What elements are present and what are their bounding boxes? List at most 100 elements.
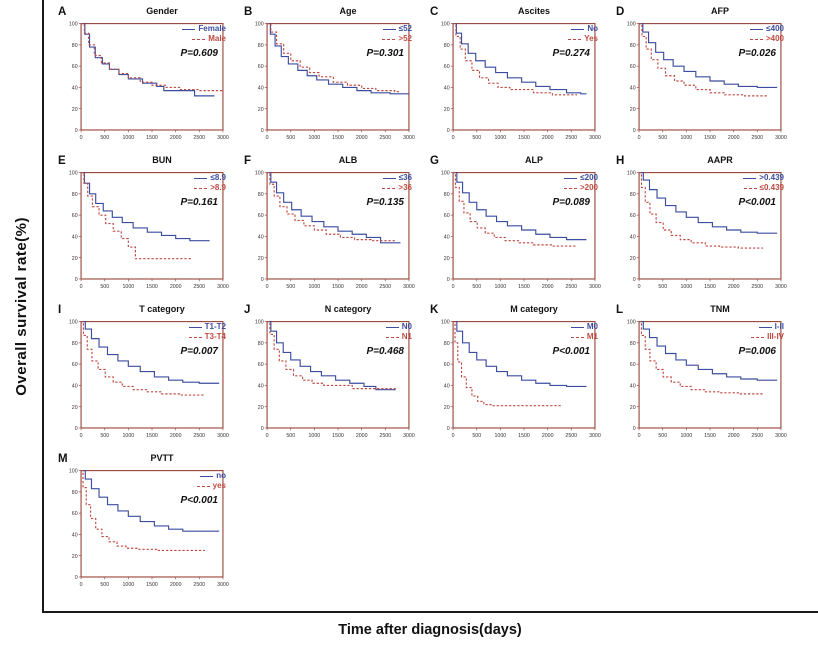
y-tick-label: 60 xyxy=(258,64,264,70)
legend-label: ≤200 xyxy=(580,173,598,182)
km-curve xyxy=(81,321,220,384)
y-tick-label: 20 xyxy=(630,256,636,262)
legend-line-sample xyxy=(385,337,399,339)
x-tick-label: 1000 xyxy=(680,135,692,141)
y-tick-label: 20 xyxy=(258,256,264,262)
x-tick-label: 3000 xyxy=(775,284,787,290)
y-tick-label: 100 xyxy=(627,22,636,28)
x-tick-label: 2500 xyxy=(193,135,205,141)
x-tick-label: 2500 xyxy=(379,433,391,439)
km-plot: 0 500 1000 1500 2000 2500 3000 0 20 40 60 80 100 xyxy=(255,22,415,141)
x-tick-label: 2500 xyxy=(565,284,577,290)
y-tick-label: 100 xyxy=(255,320,264,326)
legend-row: no xyxy=(200,471,226,481)
y-tick-label: 20 xyxy=(630,405,636,411)
km-curve xyxy=(453,321,563,407)
x-tick-label: 0 xyxy=(638,284,641,290)
legend: ≤8.9 >8.9 P=0.161 xyxy=(180,173,226,209)
x-tick-label: 2000 xyxy=(170,582,182,588)
legend-line-sample xyxy=(571,28,585,30)
x-tick-label: 0 xyxy=(80,582,83,588)
y-tick-label: 20 xyxy=(72,107,78,113)
x-tick-label: 500 xyxy=(472,135,481,141)
km-curve xyxy=(639,172,778,234)
y-tick-label: 0 xyxy=(633,277,636,283)
x-tick-label: 2500 xyxy=(751,135,763,141)
legend-line-sample xyxy=(382,177,396,179)
x-tick-label: 1500 xyxy=(146,284,158,290)
km-curve xyxy=(267,172,396,242)
x-tick-label: 3000 xyxy=(217,284,229,290)
legend-line-sample xyxy=(382,39,396,41)
legend-line-sample xyxy=(758,326,772,328)
y-tick-label: 40 xyxy=(258,234,264,240)
y-tick-label: 100 xyxy=(69,171,78,177)
km-curve xyxy=(81,23,223,92)
legend-line-sample xyxy=(382,188,396,190)
legend-row: T1-T2 xyxy=(188,322,226,332)
x-tick-label: 0 xyxy=(266,433,269,439)
legend: T1-T2 T3-T4 P=0.007 xyxy=(180,322,226,358)
x-tick-label: 500 xyxy=(100,135,109,141)
y-tick-label: 40 xyxy=(444,85,450,91)
km-curve xyxy=(639,23,768,97)
legend-label: Yes xyxy=(584,34,598,44)
legend-row: III-IV xyxy=(751,332,784,342)
km-curve xyxy=(453,321,587,388)
legend-line-sample xyxy=(743,188,757,190)
x-tick-label: 1500 xyxy=(518,135,530,141)
legend-label: ≤36 xyxy=(398,173,412,182)
legend-label: no xyxy=(216,471,226,480)
y-tick-label: 20 xyxy=(444,256,450,262)
y-tick-label: 40 xyxy=(72,532,78,538)
legend: ≤400 >400 P=0.026 xyxy=(738,24,784,60)
km-panel-L: L TNM 0 500 1000 1500 2000 2500 3000 0 20 40 60 80 100… xyxy=(616,304,802,451)
x-tick-label: 2000 xyxy=(356,433,368,439)
x-tick-label: 1000 xyxy=(494,433,506,439)
legend-label: >36 xyxy=(398,183,412,193)
legend-line-sample xyxy=(192,39,206,41)
km-panel-M: M PVTT 0 500 1000 1500 2000 2500 3000 0 20 40 60 80 10… xyxy=(58,453,244,600)
legend-label: N0 xyxy=(401,322,412,331)
y-tick-label: 40 xyxy=(630,383,636,389)
panel-header: E BUN xyxy=(58,155,244,168)
y-tick-label: 60 xyxy=(630,213,636,219)
y-tick-label: 60 xyxy=(444,64,450,70)
legend-line-sample xyxy=(570,326,584,328)
panel-letter: H xyxy=(616,155,625,167)
x-tick-label: 2000 xyxy=(356,284,368,290)
panel-header: G ALP xyxy=(430,155,616,168)
legend-label: ≤400 xyxy=(766,24,784,33)
panel-body: 0 500 1000 1500 2000 2500 3000 0 20 40 60 80 100 ≤52 >… xyxy=(244,19,430,154)
legend: No Yes P=0.274 xyxy=(552,24,598,60)
legend-line-sample xyxy=(568,39,582,41)
panel-grid: A Gender 0 500 1000 1500 2000 2500 3000 0 20 40 60 80… xyxy=(58,6,814,602)
x-tick-label: 2000 xyxy=(170,433,182,439)
km-curve xyxy=(81,470,220,532)
y-tick-label: 100 xyxy=(441,22,450,28)
panel-header: K M category xyxy=(430,304,616,317)
legend: ≤52 >52 P=0.301 xyxy=(366,24,412,60)
x-tick-label: 2500 xyxy=(193,433,205,439)
p-value: P=0.135 xyxy=(366,196,404,208)
legend-label: T3-T4 xyxy=(204,332,226,342)
x-tick-label: 2000 xyxy=(728,284,740,290)
x-tick-label: 2000 xyxy=(170,135,182,141)
panel-title: ALB xyxy=(338,155,358,165)
panel-title: M category xyxy=(510,304,558,314)
legend-label: >0.439 xyxy=(759,173,784,182)
x-tick-label: 500 xyxy=(658,135,667,141)
x-axis-label: Time after diagnosis(days) xyxy=(338,622,522,638)
p-value: P=0.468 xyxy=(366,345,404,357)
panel-body: 0 500 1000 1500 2000 2500 3000 0 20 40 60 80 100 Fema… xyxy=(58,19,244,154)
km-curve xyxy=(639,321,763,395)
km-plot: 0 500 1000 1500 2000 2500 3000 0 20 40 60 80 100 xyxy=(69,22,229,141)
y-tick-label: 80 xyxy=(630,43,636,49)
km-curve xyxy=(453,23,587,95)
x-tick-label: 2000 xyxy=(356,135,368,141)
x-tick-label: 3000 xyxy=(217,433,229,439)
p-value: P=0.007 xyxy=(180,345,218,357)
x-tick-label: 1000 xyxy=(680,284,692,290)
y-tick-label: 60 xyxy=(444,213,450,219)
x-tick-label: 3000 xyxy=(589,433,601,439)
